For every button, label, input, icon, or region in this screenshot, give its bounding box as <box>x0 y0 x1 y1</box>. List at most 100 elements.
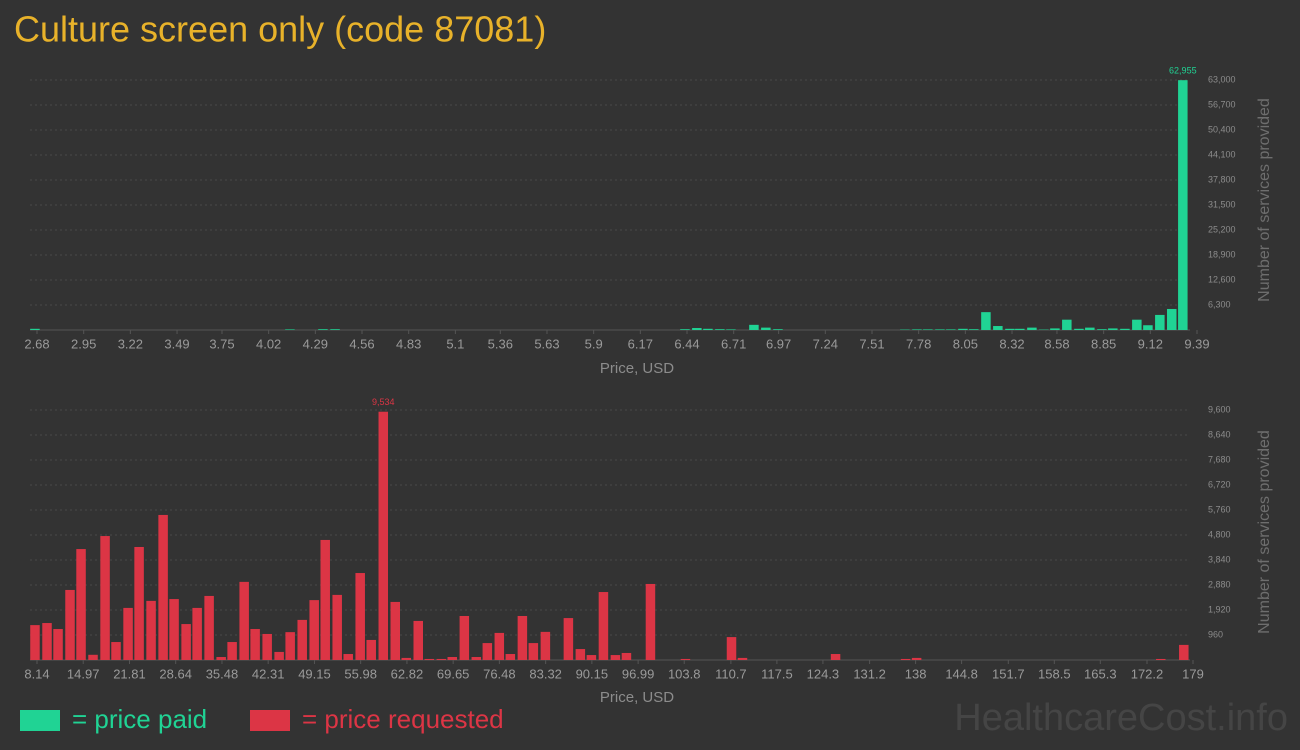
bar <box>297 619 307 660</box>
x-tick-label: 28.64 <box>159 666 192 681</box>
legend-label: = price paid <box>72 704 207 734</box>
bar <box>715 329 725 330</box>
y-tick-label: 63,000 <box>1208 74 1236 84</box>
bar <box>250 629 260 660</box>
bar <box>993 326 1003 330</box>
x-tick-label: 151.7 <box>992 666 1025 681</box>
bar <box>318 329 328 330</box>
y-axis-label: Number of services provided <box>1256 98 1273 302</box>
x-axis-label: Price, USD <box>600 360 674 377</box>
bar <box>30 625 40 660</box>
y-tick-label: 50,400 <box>1208 124 1236 134</box>
bar <box>726 637 737 660</box>
bar <box>285 329 295 330</box>
bar <box>1143 325 1153 330</box>
bar <box>969 329 979 330</box>
x-tick-label: 42.31 <box>252 666 285 681</box>
x-tick-label: 49.15 <box>298 666 331 681</box>
bar <box>505 654 516 660</box>
x-tick-label: 7.78 <box>906 336 931 351</box>
y-axis-label: Number of services provided <box>1256 430 1273 634</box>
y-tick-label: 7,680 <box>1208 454 1231 464</box>
bar <box>610 655 621 660</box>
x-tick-label: 4.56 <box>349 336 374 351</box>
x-tick-label: 103.8 <box>668 666 701 681</box>
bar <box>88 654 98 660</box>
x-tick-label: 5.63 <box>534 336 559 351</box>
bar <box>958 328 968 330</box>
bar <box>540 631 551 660</box>
bar <box>309 600 319 660</box>
bar <box>181 624 191 660</box>
x-tick-label: 8.14 <box>24 666 49 681</box>
x-tick-label: 8.32 <box>999 336 1024 351</box>
bar <box>981 312 991 330</box>
bar <box>494 632 505 660</box>
bar <box>227 642 237 660</box>
x-tick-label: 110.7 <box>715 666 747 681</box>
bar <box>471 657 482 660</box>
bar <box>332 594 342 660</box>
x-tick-label: 5.1 <box>446 336 464 351</box>
bar <box>482 643 493 660</box>
legend-label: = price requested <box>302 704 504 734</box>
x-tick-label: 6.97 <box>766 336 791 351</box>
bar <box>703 328 713 330</box>
bar <box>378 411 389 660</box>
x-tick-label: 158.5 <box>1038 666 1071 681</box>
value-label: 9,534 <box>372 397 395 407</box>
y-tick-label: 37,800 <box>1208 174 1236 184</box>
x-tick-label: 2.68 <box>24 336 49 351</box>
bar <box>42 623 52 660</box>
x-tick-label: 6.71 <box>721 336 746 351</box>
bar <box>285 632 295 660</box>
y-tick-label: 9,600 <box>1208 404 1231 414</box>
x-tick-label: 8.85 <box>1091 336 1116 351</box>
bar <box>935 329 945 330</box>
bar <box>598 592 609 660</box>
bar <box>680 329 690 330</box>
x-tick-label: 3.22 <box>118 336 143 351</box>
x-tick-label: 55.98 <box>344 666 377 681</box>
y-tick-label: 1,920 <box>1208 604 1231 614</box>
bar <box>912 329 922 330</box>
bar <box>343 654 353 660</box>
x-tick-label: 5.9 <box>585 336 603 351</box>
legend-swatch <box>20 710 60 731</box>
y-tick-label: 6,720 <box>1208 479 1231 489</box>
bar <box>621 652 632 660</box>
y-tick-label: 8,640 <box>1208 429 1231 439</box>
bar <box>830 654 841 660</box>
bar <box>320 539 330 660</box>
x-tick-label: 8.58 <box>1044 336 1069 351</box>
x-tick-label: 3.49 <box>164 336 189 351</box>
bar <box>1155 314 1165 330</box>
x-tick-label: 83.32 <box>529 666 562 681</box>
bar <box>680 658 691 660</box>
bar <box>946 329 956 330</box>
x-tick-label: 4.83 <box>396 336 421 351</box>
bar <box>111 642 121 660</box>
x-tick-label: 21.81 <box>113 666 146 681</box>
x-tick-label: 62.82 <box>391 666 424 681</box>
bar <box>1120 328 1130 330</box>
y-tick-label: 6,300 <box>1208 299 1231 309</box>
bar <box>390 601 400 660</box>
x-tick-label: 131.2 <box>853 666 886 681</box>
bar <box>586 655 597 660</box>
y-tick-label: 44,100 <box>1208 149 1236 159</box>
x-tick-label: 69.65 <box>437 666 470 681</box>
y-tick-label: 4,800 <box>1208 529 1231 539</box>
x-tick-label: 6.44 <box>674 336 699 351</box>
y-tick-label: 960 <box>1208 629 1223 639</box>
bar <box>1085 327 1095 330</box>
y-tick-label: 5,760 <box>1208 504 1231 514</box>
x-tick-label: 4.29 <box>303 336 328 351</box>
x-tick-label: 14.97 <box>67 666 100 681</box>
bar <box>158 514 168 660</box>
x-tick-label: 9.39 <box>1184 336 1209 351</box>
x-tick-label: 172.2 <box>1131 666 1164 681</box>
x-tick-label: 165.3 <box>1084 666 1117 681</box>
x-tick-label: 76.48 <box>483 666 516 681</box>
